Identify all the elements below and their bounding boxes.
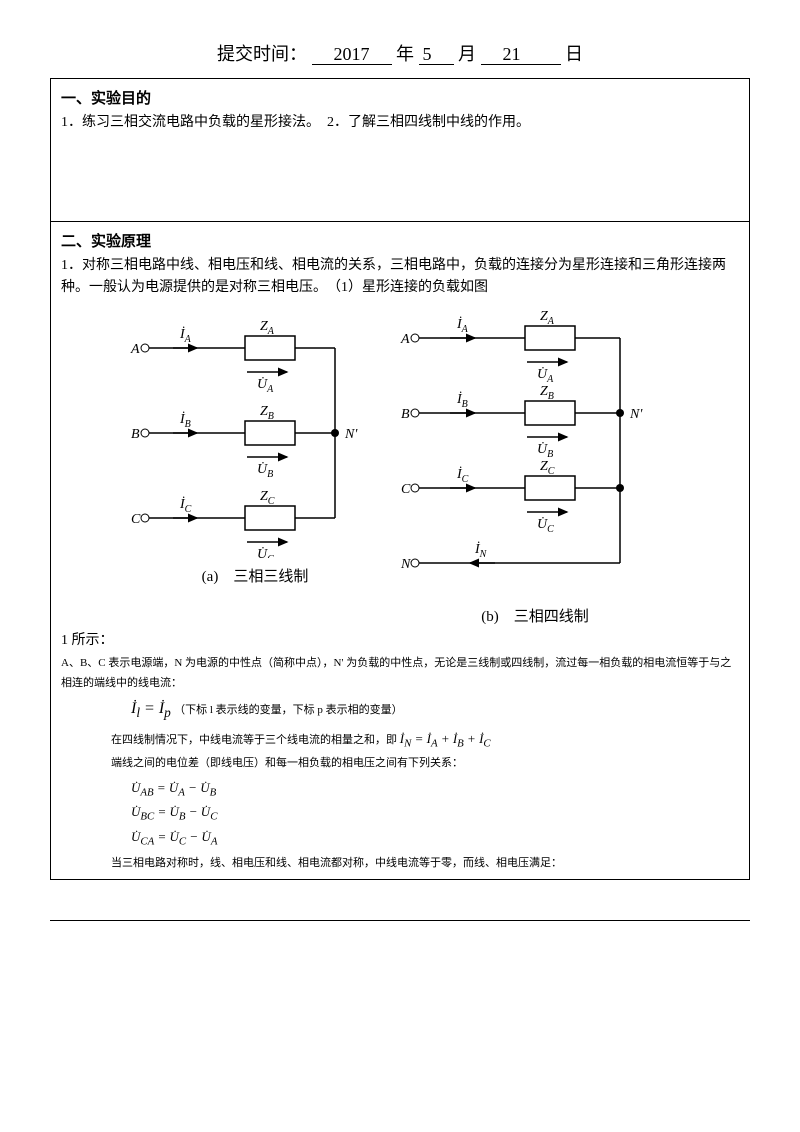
phase-c-row-b: C İC ZC U̇C — [401, 459, 624, 535]
svg-text:ZA: ZA — [260, 319, 275, 337]
phase-b-row-b: B İB ZB N' U̇B — [401, 384, 643, 460]
phase-b-row: B İB ZB N' U̇B — [131, 404, 358, 480]
svg-text:A: A — [130, 342, 140, 357]
section-1-text: 1．练习三相交流电路中负载的星形接法。 2．了解三相四线制中线的作用。 — [61, 112, 739, 134]
section-1-title: 一、实验目的 — [61, 87, 739, 108]
neutral-row: N İN — [400, 541, 620, 572]
month-unit: 月 — [458, 44, 476, 64]
diagram-b: A İA ZA U̇A B İB — [395, 308, 675, 626]
diagram-a: A İA ZA U̇A B İB — [125, 308, 385, 626]
svg-text:ZB: ZB — [540, 384, 554, 402]
small-text-4: 当三相电路对称时，线、相电压和线、相电流都对称，中线电流等于零，而线、相电压满足… — [111, 854, 739, 874]
small-text-3: 端线之间的电位差（即线电压）和每一相负载的相电压之间有下列关系： — [111, 754, 739, 774]
svg-text:A: A — [400, 332, 410, 347]
svg-text:ZA: ZA — [540, 309, 555, 327]
svg-text:U̇B: U̇B — [537, 441, 553, 460]
caption-a: (a) 三相三线制 — [125, 565, 385, 586]
formula-uab: U̇AB = U̇A − U̇B — [131, 780, 739, 799]
section-2-title: 二、实验原理 — [61, 230, 739, 251]
svg-text:C: C — [401, 482, 411, 497]
formula-ubc: U̇BC = U̇B − U̇C — [131, 804, 739, 823]
four-wire-diagram: A İA ZA U̇A B İB — [395, 308, 675, 598]
svg-text:C: C — [131, 512, 141, 527]
small-text-1: A、B、C 表示电源端，N 为电源的中性点（简称中点），N' 为负载的中性点，无… — [61, 654, 739, 694]
section-2-para1: 1．对称三相电路中线、相电压和线、相电流的关系，三相电路中，负载的连接分为星形连… — [61, 255, 739, 300]
svg-text:B: B — [131, 427, 140, 442]
circuit-diagrams: A İA ZA U̇A B İB — [61, 308, 739, 626]
phase-a-row: A İA ZA U̇A — [130, 319, 335, 395]
svg-text:İA: İA — [456, 316, 469, 335]
formula-1: İl = İp （下标 l 表示线的变量，下标 p 表示相的变量） — [131, 700, 739, 721]
year-unit: 年 — [396, 44, 414, 64]
formula-uca: U̇CA = U̇C − U̇A — [131, 829, 739, 848]
date-prefix: 提交时间： — [217, 44, 307, 64]
svg-text:İN: İN — [474, 541, 488, 560]
small-text-2: 在四线制情况下，中线电流等于三个线电流的相量之和，即 İN = İA + İB … — [111, 727, 739, 754]
phase-c-row: C İC ZC U̇C — [131, 489, 335, 558]
submission-date-line: 提交时间： 2017 年 5 月 21 日 — [50, 40, 750, 66]
caption-b: (b) 三相四线制 — [395, 605, 675, 626]
date-month: 5 — [419, 44, 454, 65]
svg-text:İA: İA — [179, 326, 192, 345]
svg-text:İB: İB — [456, 391, 468, 410]
svg-text:N': N' — [629, 407, 643, 422]
day-unit: 日 — [565, 44, 583, 64]
section-2-box: 二、实验原理 1．对称三相电路中线、相电压和线、相电流的关系，三相电路中，负载的… — [50, 222, 750, 880]
svg-text:İC: İC — [456, 466, 469, 485]
svg-text:U̇C: U̇C — [257, 546, 274, 558]
date-year: 2017 — [312, 44, 392, 65]
phase-a-row-b: A İA ZA U̇A — [400, 309, 620, 385]
svg-text:U̇A: U̇A — [257, 376, 274, 395]
svg-text:U̇B: U̇B — [257, 461, 273, 480]
svg-text:İC: İC — [179, 496, 192, 515]
svg-text:N': N' — [344, 427, 358, 442]
svg-text:U̇A: U̇A — [537, 366, 554, 385]
para1-suffix: 1 所示： — [61, 630, 739, 652]
date-day: 21 — [481, 44, 561, 65]
svg-text:ZB: ZB — [260, 404, 274, 422]
footer-line — [50, 920, 750, 921]
svg-text:İB: İB — [179, 411, 191, 430]
svg-text:N: N — [400, 557, 411, 572]
svg-text:B: B — [401, 407, 410, 422]
svg-text:U̇C: U̇C — [537, 516, 554, 535]
svg-text:ZC: ZC — [260, 489, 275, 507]
three-wire-diagram: A İA ZA U̇A B İB — [125, 308, 385, 558]
svg-text:ZC: ZC — [540, 459, 555, 477]
section-1-box: 一、实验目的 1．练习三相交流电路中负载的星形接法。 2．了解三相四线制中线的作… — [50, 78, 750, 222]
